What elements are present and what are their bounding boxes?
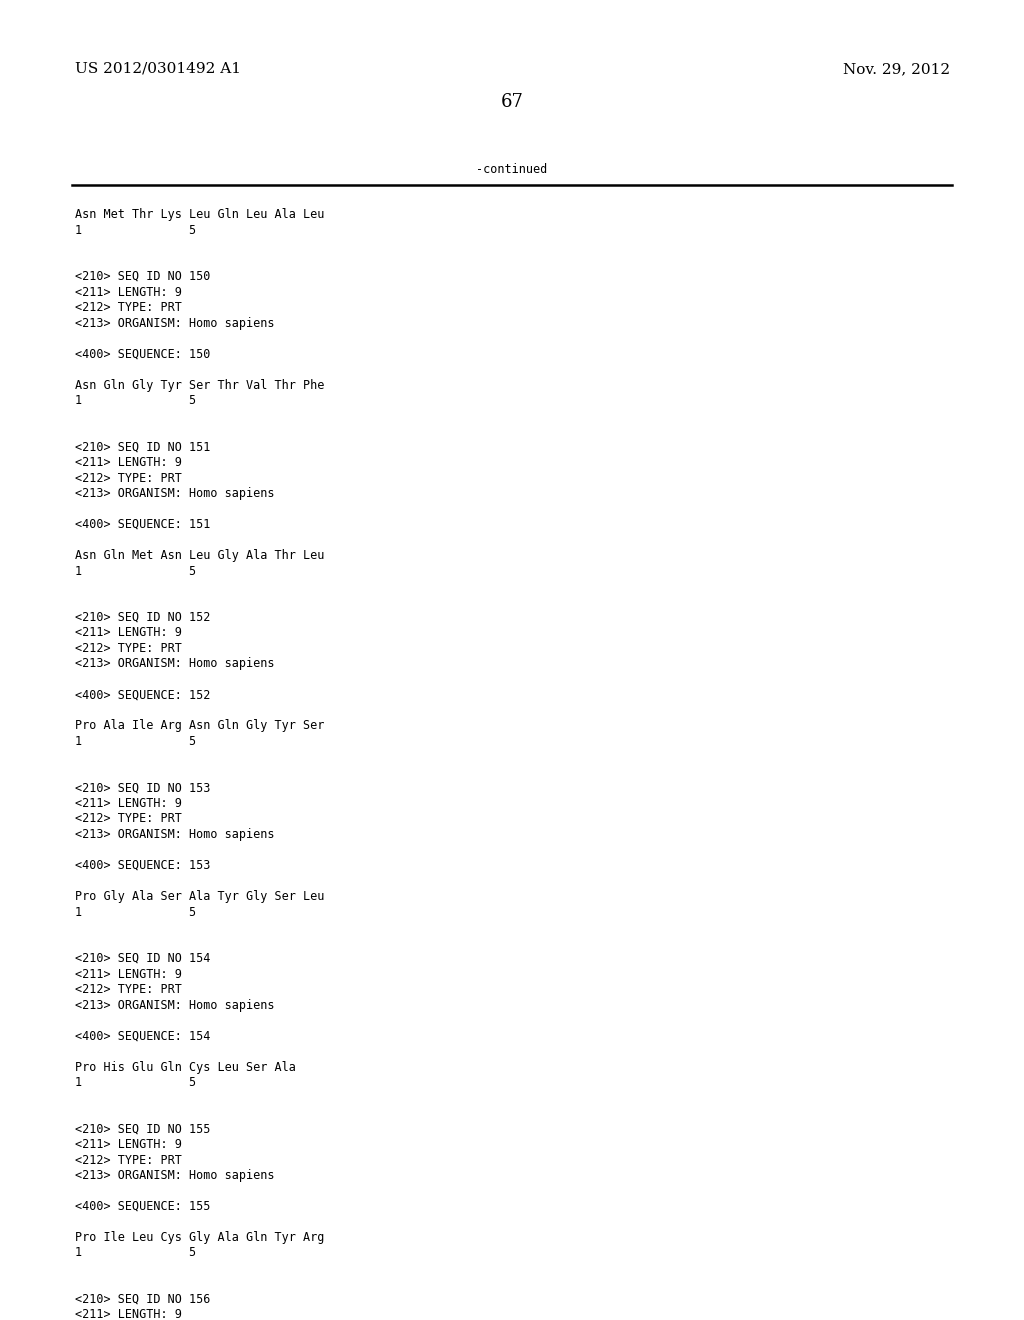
Text: 1               5: 1 5 xyxy=(75,1076,197,1089)
Text: <213> ORGANISM: Homo sapiens: <213> ORGANISM: Homo sapiens xyxy=(75,1170,274,1181)
Text: <400> SEQUENCE: 151: <400> SEQUENCE: 151 xyxy=(75,517,210,531)
Text: Pro Gly Ala Ser Ala Tyr Gly Ser Leu: Pro Gly Ala Ser Ala Tyr Gly Ser Leu xyxy=(75,890,325,903)
Text: Asn Met Thr Lys Leu Gln Leu Ala Leu: Asn Met Thr Lys Leu Gln Leu Ala Leu xyxy=(75,209,325,220)
Text: <213> ORGANISM: Homo sapiens: <213> ORGANISM: Homo sapiens xyxy=(75,317,274,330)
Text: 1               5: 1 5 xyxy=(75,393,197,407)
Text: <210> SEQ ID NO 154: <210> SEQ ID NO 154 xyxy=(75,952,210,965)
Text: 1               5: 1 5 xyxy=(75,906,197,919)
Text: <211> LENGTH: 9: <211> LENGTH: 9 xyxy=(75,1138,182,1151)
Text: <212> TYPE: PRT: <212> TYPE: PRT xyxy=(75,813,182,825)
Text: <400> SEQUENCE: 153: <400> SEQUENCE: 153 xyxy=(75,859,210,873)
Text: <210> SEQ ID NO 156: <210> SEQ ID NO 156 xyxy=(75,1294,210,1305)
Text: <210> SEQ ID NO 152: <210> SEQ ID NO 152 xyxy=(75,611,210,624)
Text: <213> ORGANISM: Homo sapiens: <213> ORGANISM: Homo sapiens xyxy=(75,657,274,671)
Text: 1               5: 1 5 xyxy=(75,1246,197,1259)
Text: Pro Ile Leu Cys Gly Ala Gln Tyr Arg: Pro Ile Leu Cys Gly Ala Gln Tyr Arg xyxy=(75,1232,325,1243)
Text: 67: 67 xyxy=(501,92,523,111)
Text: <210> SEQ ID NO 153: <210> SEQ ID NO 153 xyxy=(75,781,210,795)
Text: <211> LENGTH: 9: <211> LENGTH: 9 xyxy=(75,1308,182,1320)
Text: US 2012/0301492 A1: US 2012/0301492 A1 xyxy=(75,62,241,77)
Text: Nov. 29, 2012: Nov. 29, 2012 xyxy=(843,62,950,77)
Text: <213> ORGANISM: Homo sapiens: <213> ORGANISM: Homo sapiens xyxy=(75,487,274,500)
Text: <212> TYPE: PRT: <212> TYPE: PRT xyxy=(75,642,182,655)
Text: <400> SEQUENCE: 155: <400> SEQUENCE: 155 xyxy=(75,1200,210,1213)
Text: <212> TYPE: PRT: <212> TYPE: PRT xyxy=(75,1154,182,1167)
Text: Pro Ala Ile Arg Asn Gln Gly Tyr Ser: Pro Ala Ile Arg Asn Gln Gly Tyr Ser xyxy=(75,719,325,733)
Text: <211> LENGTH: 9: <211> LENGTH: 9 xyxy=(75,627,182,639)
Text: <211> LENGTH: 9: <211> LENGTH: 9 xyxy=(75,797,182,810)
Text: <213> ORGANISM: Homo sapiens: <213> ORGANISM: Homo sapiens xyxy=(75,828,274,841)
Text: <212> TYPE: PRT: <212> TYPE: PRT xyxy=(75,301,182,314)
Text: Asn Gln Gly Tyr Ser Thr Val Thr Phe: Asn Gln Gly Tyr Ser Thr Val Thr Phe xyxy=(75,379,325,392)
Text: Asn Gln Met Asn Leu Gly Ala Thr Leu: Asn Gln Met Asn Leu Gly Ala Thr Leu xyxy=(75,549,325,562)
Text: <212> TYPE: PRT: <212> TYPE: PRT xyxy=(75,983,182,997)
Text: 1               5: 1 5 xyxy=(75,223,197,236)
Text: Pro His Glu Gln Cys Leu Ser Ala: Pro His Glu Gln Cys Leu Ser Ala xyxy=(75,1060,296,1073)
Text: <400> SEQUENCE: 150: <400> SEQUENCE: 150 xyxy=(75,347,210,360)
Text: <400> SEQUENCE: 152: <400> SEQUENCE: 152 xyxy=(75,689,210,701)
Text: <211> LENGTH: 9: <211> LENGTH: 9 xyxy=(75,968,182,981)
Text: <400> SEQUENCE: 154: <400> SEQUENCE: 154 xyxy=(75,1030,210,1043)
Text: <212> TYPE: PRT: <212> TYPE: PRT xyxy=(75,471,182,484)
Text: <210> SEQ ID NO 155: <210> SEQ ID NO 155 xyxy=(75,1122,210,1135)
Text: <211> LENGTH: 9: <211> LENGTH: 9 xyxy=(75,285,182,298)
Text: 1               5: 1 5 xyxy=(75,565,197,578)
Text: <211> LENGTH: 9: <211> LENGTH: 9 xyxy=(75,455,182,469)
Text: <213> ORGANISM: Homo sapiens: <213> ORGANISM: Homo sapiens xyxy=(75,998,274,1011)
Text: <210> SEQ ID NO 150: <210> SEQ ID NO 150 xyxy=(75,271,210,282)
Text: 1               5: 1 5 xyxy=(75,735,197,748)
Text: -continued: -continued xyxy=(476,162,548,176)
Text: <210> SEQ ID NO 151: <210> SEQ ID NO 151 xyxy=(75,441,210,454)
